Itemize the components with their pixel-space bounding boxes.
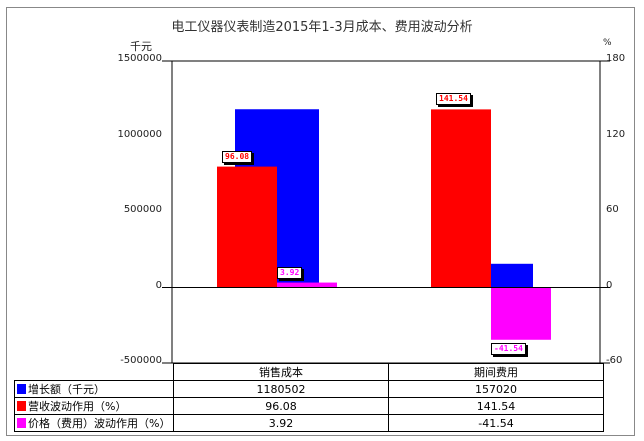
bar — [217, 166, 277, 288]
bar — [277, 282, 337, 288]
table-cell: 3.92 — [173, 414, 389, 432]
bar — [431, 109, 491, 288]
table-cell: 141.54 — [388, 397, 604, 415]
table-cell: 1180502 — [173, 380, 389, 398]
table-cell: 157020 — [388, 380, 604, 398]
legend-swatch — [17, 401, 26, 411]
legend-swatch — [17, 384, 26, 394]
legend-entry: 营收波动作用（%） — [28, 400, 127, 413]
category-header: 销售成本 — [173, 363, 389, 381]
data-label: 141.54 — [436, 93, 471, 106]
chart-frame — [6, 7, 635, 436]
table-cell: 96.08 — [173, 397, 389, 415]
left-tick-label: -500000 — [120, 355, 162, 366]
bar — [491, 287, 551, 340]
data-label: 3.92 — [277, 266, 303, 279]
right-tick-label: 60 — [606, 204, 619, 215]
right-tick-label: 0 — [606, 279, 613, 291]
right-tick-label: 180 — [606, 53, 626, 64]
left-tick-label: 1500000 — [117, 53, 162, 64]
left-tick-label: 1000000 — [117, 128, 162, 140]
legend-swatch — [17, 418, 26, 428]
table-cell: -41.54 — [388, 414, 604, 432]
left-tick-label: 500000 — [123, 204, 162, 215]
right-axis-unit: % — [603, 38, 612, 48]
right-tick-label: -60 — [606, 355, 623, 366]
data-table: 销售成本 期间费用 增长额（千元） 1180502 157020 营收波动作用（%… — [14, 363, 604, 432]
right-tick-label: 120 — [606, 128, 626, 140]
data-label: 96.08 — [222, 150, 253, 163]
legend-entry: 增长额（千元） — [28, 383, 105, 396]
left-axis-unit: 千元 — [130, 40, 152, 53]
left-tick-label: 0 — [155, 279, 162, 291]
chart-title: 电工仪器仪表制造2015年1-3月成本、费用波动分析 — [171, 20, 473, 35]
category-header: 期间费用 — [388, 363, 604, 381]
data-label: -41.54 — [491, 342, 526, 355]
legend-entry: 价格（费用）波动作用（%） — [28, 417, 171, 430]
